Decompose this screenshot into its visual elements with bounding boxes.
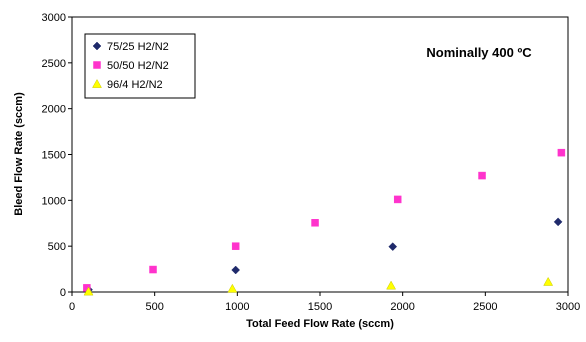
data-point bbox=[83, 286, 94, 296]
y-tick-label: 500 bbox=[48, 241, 66, 253]
legend-marker bbox=[93, 61, 101, 69]
series-1 bbox=[84, 217, 563, 295]
data-point bbox=[478, 171, 486, 180]
legend-marker bbox=[92, 41, 102, 51]
legend: 75/25 H2/N2 50/50 H2/N2 96/4 H2/N2 bbox=[84, 33, 196, 99]
x-tick-label: 1000 bbox=[225, 301, 249, 313]
y-tick-label: 2000 bbox=[42, 104, 66, 116]
legend-label: 50/50 H2/N2 bbox=[107, 60, 169, 72]
y-axis-ticks: 0 500 1000 1500 2000 2500 3000 bbox=[42, 12, 72, 299]
data-point bbox=[557, 148, 566, 157]
y-tick-label: 3000 bbox=[42, 12, 66, 24]
data-point bbox=[231, 265, 241, 275]
legend-marker bbox=[92, 78, 102, 88]
x-tick-label: 2000 bbox=[390, 301, 414, 313]
data-point bbox=[388, 242, 398, 251]
legend-label: 75/25 H2/N2 bbox=[107, 41, 169, 53]
y-tick-label: 1000 bbox=[42, 195, 66, 207]
x-axis-title: Total Feed Flow Rate (sccm) bbox=[246, 318, 394, 330]
y-axis-title: Bleed Flow Rate (sccm) bbox=[13, 92, 25, 216]
data-point bbox=[227, 283, 238, 293]
y-tick-label: 1500 bbox=[42, 150, 66, 162]
x-tick-label: 500 bbox=[145, 301, 163, 313]
data-point bbox=[386, 280, 397, 290]
data-point bbox=[231, 242, 240, 250]
data-point bbox=[149, 265, 157, 274]
series-3 bbox=[83, 276, 554, 296]
x-tick-label: 1500 bbox=[308, 301, 332, 313]
data-marks bbox=[83, 148, 566, 296]
legend-box bbox=[84, 33, 196, 99]
chart-annotation: Nominally 400 ºC bbox=[426, 45, 532, 60]
x-axis-ticks: 0 500 1000 1500 2000 2500 3000 bbox=[69, 292, 580, 313]
data-point bbox=[543, 276, 554, 286]
x-tick-label: 3000 bbox=[556, 301, 580, 313]
data-point bbox=[393, 195, 402, 204]
data-point bbox=[553, 217, 563, 227]
y-tick-label: 2500 bbox=[42, 58, 66, 70]
legend-label: 96/4 H2/N2 bbox=[107, 79, 163, 91]
x-tick-label: 0 bbox=[69, 301, 75, 313]
x-tick-label: 2500 bbox=[473, 301, 497, 313]
data-point bbox=[311, 219, 319, 227]
y-tick-label: 0 bbox=[60, 287, 66, 299]
